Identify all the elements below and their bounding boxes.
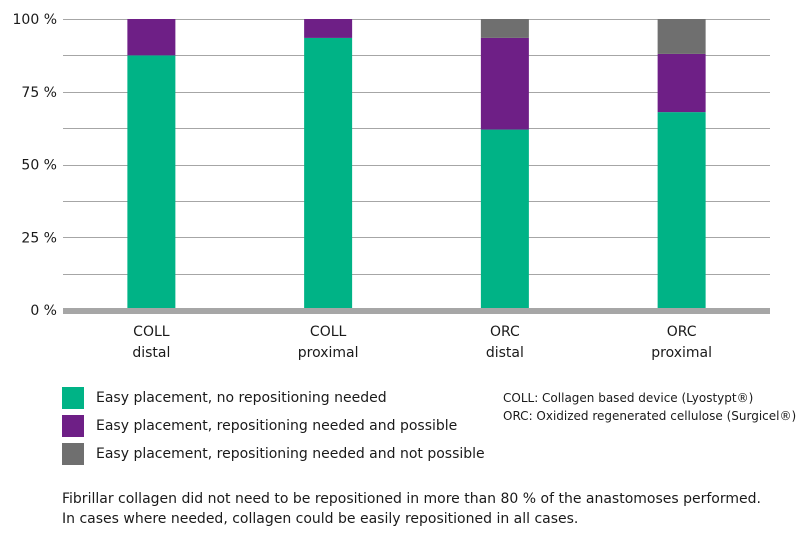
- y-tick-label: 100 %: [13, 12, 57, 28]
- x-tick-label: COLL: [133, 324, 170, 340]
- legend-item: Easy placement, no repositioning needed: [62, 386, 485, 410]
- legend-item: Easy placement, repositioning needed and…: [62, 414, 485, 438]
- footnote: Fibrillar collagen did not need to be re…: [62, 489, 761, 529]
- y-tick-label: 50 %: [21, 158, 57, 174]
- bar-segment: [657, 112, 706, 311]
- footnote-line: Fibrillar collagen did not need to be re…: [62, 491, 761, 507]
- bar-segment: [480, 19, 529, 38]
- abbreviations: COLL: Collagen based device (Lyostypt®) …: [503, 389, 796, 425]
- bar-layer: [127, 19, 706, 311]
- y-axis-ticks: 0 % 25 % 50 % 75 % 100 %: [13, 12, 57, 319]
- legend-swatch: [62, 387, 84, 409]
- legend-swatch: [62, 443, 84, 465]
- x-axis-baseline: [63, 308, 770, 314]
- x-tick-label: distal: [486, 345, 524, 361]
- bar-segment: [304, 19, 353, 38]
- legend-item: Easy placement, repositioning needed and…: [62, 442, 485, 466]
- grid-layer: [63, 19, 770, 275]
- abbreviation-coll: COLL: Collagen based device (Lyostypt®): [503, 391, 754, 405]
- x-tick-label: proximal: [298, 345, 359, 361]
- stacked-bar-chart: 0 % 25 % 50 % 75 % 100 % COLL distal COLL proxi…: [13, 12, 770, 361]
- legend-label: Easy placement, repositioning needed and…: [96, 446, 485, 462]
- bar-segment: [127, 55, 176, 310]
- bar-segment: [480, 37, 529, 130]
- bar-segment: [304, 37, 353, 310]
- legend: Easy placement, no repositioning needed …: [62, 386, 485, 470]
- legend-swatch: [62, 415, 84, 437]
- x-tick-label: distal: [132, 345, 170, 361]
- x-tick-label: COLL: [310, 324, 347, 340]
- bar-segment: [480, 129, 529, 310]
- bar-segment: [657, 19, 706, 54]
- legend-label: Easy placement, no repositioning needed: [96, 390, 387, 406]
- x-tick-label: ORC: [490, 324, 520, 340]
- abbreviation-orc: ORC: Oxidized regenerated cellulose (Sur…: [503, 409, 797, 423]
- bar-segment: [127, 19, 176, 56]
- x-tick-label: ORC: [667, 324, 697, 340]
- y-tick-label: 75 %: [21, 85, 57, 101]
- legend-label: Easy placement, repositioning needed and…: [96, 418, 458, 434]
- footnote-line: In cases where needed, collagen could be…: [62, 511, 579, 527]
- x-tick-label: proximal: [651, 345, 712, 361]
- y-tick-label: 0 %: [30, 303, 57, 319]
- bar-segment: [657, 53, 706, 113]
- x-axis-categories: COLL distal COLL proximal ORC distal ORC proxim…: [132, 324, 712, 361]
- y-tick-label: 25 %: [21, 230, 57, 246]
